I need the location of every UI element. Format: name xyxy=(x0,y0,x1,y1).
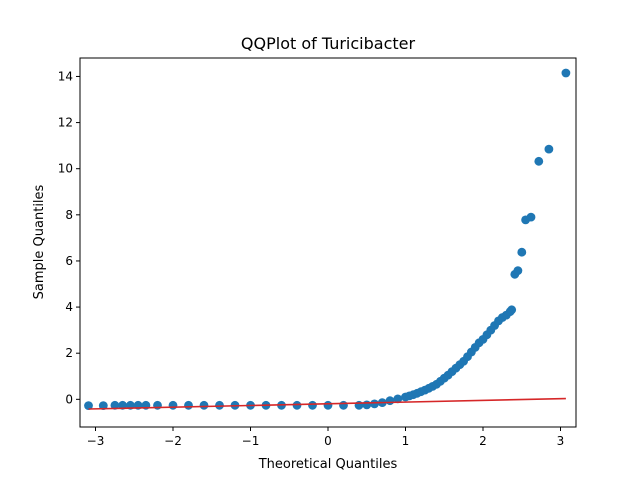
y-axis-label: Sample Quantiles xyxy=(32,184,47,299)
data-point xyxy=(385,396,395,406)
data-point xyxy=(393,394,403,404)
data-point xyxy=(526,212,536,222)
data-point xyxy=(561,68,571,78)
y-axis-ticks: 0 2 4 6 8 10 12 14 xyxy=(58,69,80,406)
data-point xyxy=(98,401,108,410)
data-point xyxy=(153,400,162,410)
x-axis-label: Theoretical Quantiles xyxy=(258,457,398,472)
data-point xyxy=(308,400,317,410)
data-point xyxy=(168,400,178,410)
y-tick-label: 2 xyxy=(65,346,73,360)
data-point xyxy=(534,156,544,166)
chart-title: QQPlot of Turicibacter xyxy=(241,34,416,53)
x-tick-label: −3 xyxy=(87,434,105,448)
data-point xyxy=(292,400,302,410)
data-point xyxy=(199,400,209,410)
y-tick-label: 14 xyxy=(58,69,73,83)
y-tick-label: 8 xyxy=(65,208,73,222)
data-point xyxy=(184,400,193,410)
y-tick-label: 12 xyxy=(58,116,73,130)
y-tick-label: 4 xyxy=(65,300,73,314)
data-point xyxy=(354,400,364,410)
data-point xyxy=(507,305,517,315)
data-point xyxy=(517,247,527,257)
x-tick-label: 2 xyxy=(479,434,487,448)
data-point xyxy=(362,400,372,410)
data-point xyxy=(544,144,554,154)
data-point xyxy=(370,399,379,409)
data-point xyxy=(323,400,333,410)
x-tick-label: −2 xyxy=(164,434,182,448)
x-tick-label: 0 xyxy=(324,434,332,448)
y-tick-label: 10 xyxy=(58,162,73,176)
x-tick-label: −1 xyxy=(242,434,260,448)
data-point xyxy=(339,400,348,410)
x-tick-label: 1 xyxy=(402,434,410,448)
data-point xyxy=(513,266,523,275)
x-axis-ticks: −3 −2 −1 0 1 2 3 xyxy=(87,427,565,448)
x-tick-label: 3 xyxy=(557,434,565,448)
data-point xyxy=(215,400,224,410)
reference-line xyxy=(88,397,566,410)
data-point xyxy=(84,401,93,410)
y-tick-label: 6 xyxy=(65,254,73,268)
y-tick-label: 0 xyxy=(65,392,73,406)
reference-line-layer xyxy=(88,397,566,410)
data-point xyxy=(110,400,120,410)
